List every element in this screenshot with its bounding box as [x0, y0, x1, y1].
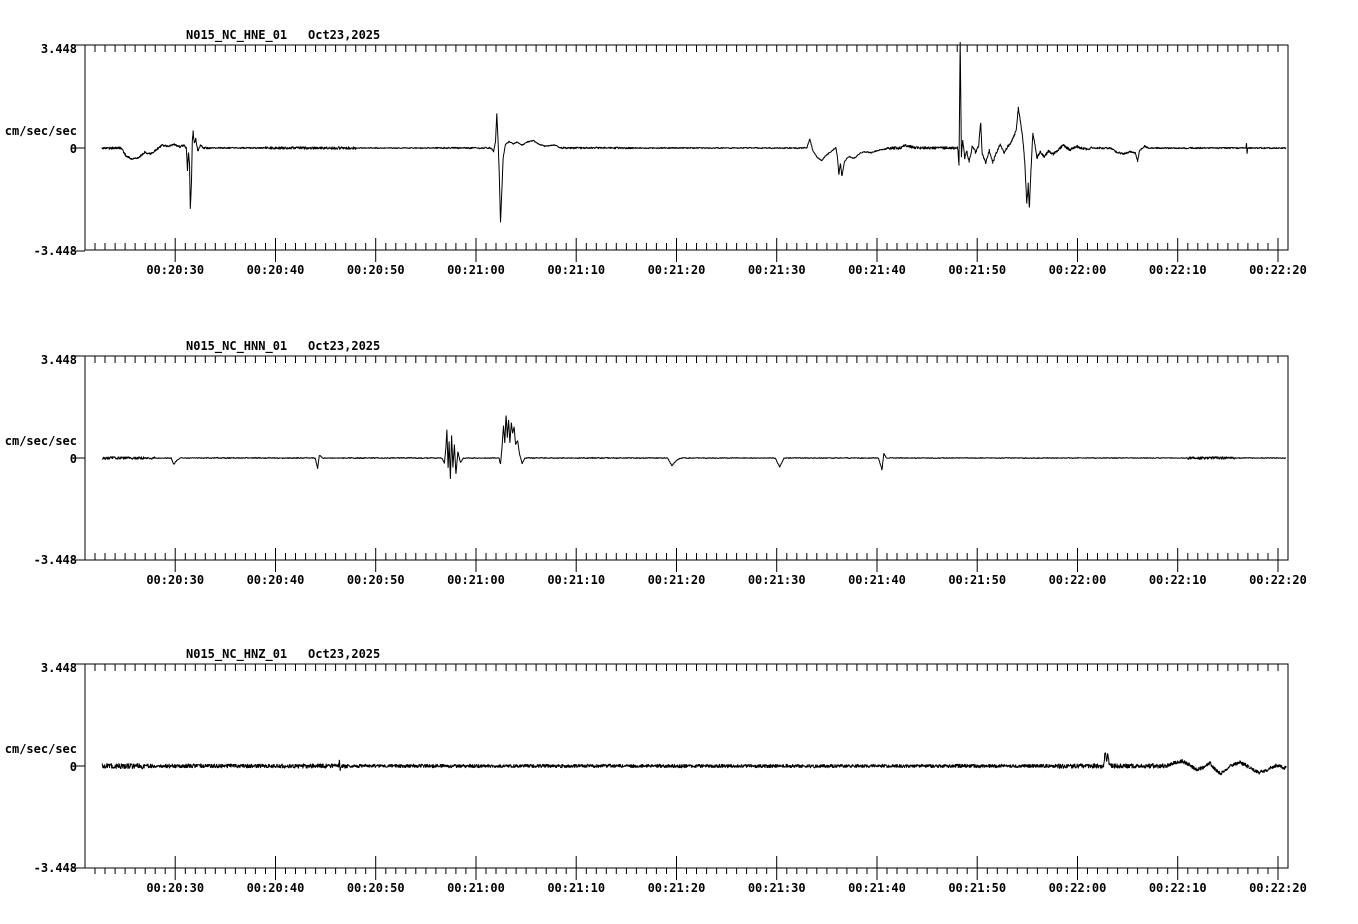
x-tick-label: 00:22:20	[1249, 881, 1307, 895]
x-tick-label: 00:21:50	[948, 263, 1006, 277]
x-tick-label: 00:20:30	[146, 881, 204, 895]
y-tick-label: 3.448	[41, 353, 77, 367]
panel-n015_nc_hnz_01: 00:20:30 00:20:40 00:20:50 00:21:00 00:21:10…	[5, 647, 1307, 895]
x-tick-label: 00:20:50	[347, 263, 405, 277]
x-tick-label: 00:21:20	[648, 263, 706, 277]
x-tick-label: 00:22:00	[1049, 881, 1107, 895]
waveform-trace	[101, 41, 1287, 223]
x-tick-label: 00:20:50	[347, 573, 405, 587]
waveform-trace	[101, 752, 1287, 776]
x-tick-label: 00:22:00	[1049, 263, 1107, 277]
x-tick-label: 00:21:00	[447, 263, 505, 277]
x-tick-label: 00:21:20	[648, 881, 706, 895]
x-tick-label: 00:21:50	[948, 573, 1006, 587]
x-tick-label: 00:21:30	[748, 573, 806, 587]
y-axis-unit-label: cm/sec/sec	[5, 742, 77, 756]
y-tick-label: -3.448	[34, 861, 77, 875]
x-tick-label: 00:20:50	[347, 881, 405, 895]
x-tick-label: 00:21:20	[648, 573, 706, 587]
axis-ticks	[94, 664, 1279, 880]
x-tick-label: 00:22:10	[1149, 881, 1207, 895]
y-tick-label: 0	[70, 142, 77, 156]
panel-title-station: N015_NC_HNE_01	[186, 28, 287, 43]
y-tick-label: 3.448	[41, 42, 77, 56]
x-tick-label: 00:21:00	[447, 573, 505, 587]
x-tick-label: 00:21:40	[848, 263, 906, 277]
x-tick-label: 00:21:10	[547, 263, 605, 277]
x-tick-label: 00:21:30	[748, 263, 806, 277]
panel-title-date: Oct23,2025	[308, 339, 380, 353]
panel-title-date: Oct23,2025	[308, 28, 380, 42]
x-tick-label: 00:22:20	[1249, 263, 1307, 277]
x-tick-label: 00:21:50	[948, 881, 1006, 895]
x-tick-label: 00:21:10	[547, 573, 605, 587]
x-tick-label: 00:22:10	[1149, 263, 1207, 277]
panel-title-station: N015_NC_HNN_01	[186, 339, 287, 354]
x-tick-label: 00:20:40	[247, 263, 305, 277]
x-tick-label: 00:20:30	[146, 263, 204, 277]
waveform-trace	[101, 415, 1287, 479]
x-tick-label: 00:20:30	[146, 573, 204, 587]
y-tick-label: 0	[70, 452, 77, 466]
panel-title-date: Oct23,2025	[308, 647, 380, 661]
axis-ticks	[94, 45, 1279, 262]
panel-n015_nc_hne_01: 00:20:30 00:20:40 00:20:50 00:21:00 00:21:10…	[5, 28, 1307, 277]
x-tick-label: 00:20:40	[247, 573, 305, 587]
x-tick-label: 00:21:00	[447, 881, 505, 895]
y-tick-label: -3.448	[34, 244, 77, 258]
panel-n015_nc_hnn_01: 00:20:30 00:20:40 00:20:50 00:21:00 00:21:10…	[5, 339, 1307, 587]
x-tick-label: 00:21:30	[748, 881, 806, 895]
y-axis-unit-label: cm/sec/sec	[5, 124, 77, 138]
x-tick-label: 00:21:10	[547, 881, 605, 895]
x-tick-label: 00:21:40	[848, 573, 906, 587]
x-tick-label: 00:22:20	[1249, 573, 1307, 587]
y-tick-label: 0	[70, 760, 77, 774]
x-tick-label: 00:22:10	[1149, 573, 1207, 587]
panel-title-station: N015_NC_HNZ_01	[186, 647, 287, 662]
y-axis-unit-label: cm/sec/sec	[5, 434, 77, 448]
x-tick-label: 00:20:40	[247, 881, 305, 895]
axis-ticks	[94, 356, 1279, 572]
x-tick-label: 00:21:40	[848, 881, 906, 895]
y-tick-label: -3.448	[34, 553, 77, 567]
y-tick-label: 3.448	[41, 661, 77, 675]
x-tick-label: 00:22:00	[1049, 573, 1107, 587]
